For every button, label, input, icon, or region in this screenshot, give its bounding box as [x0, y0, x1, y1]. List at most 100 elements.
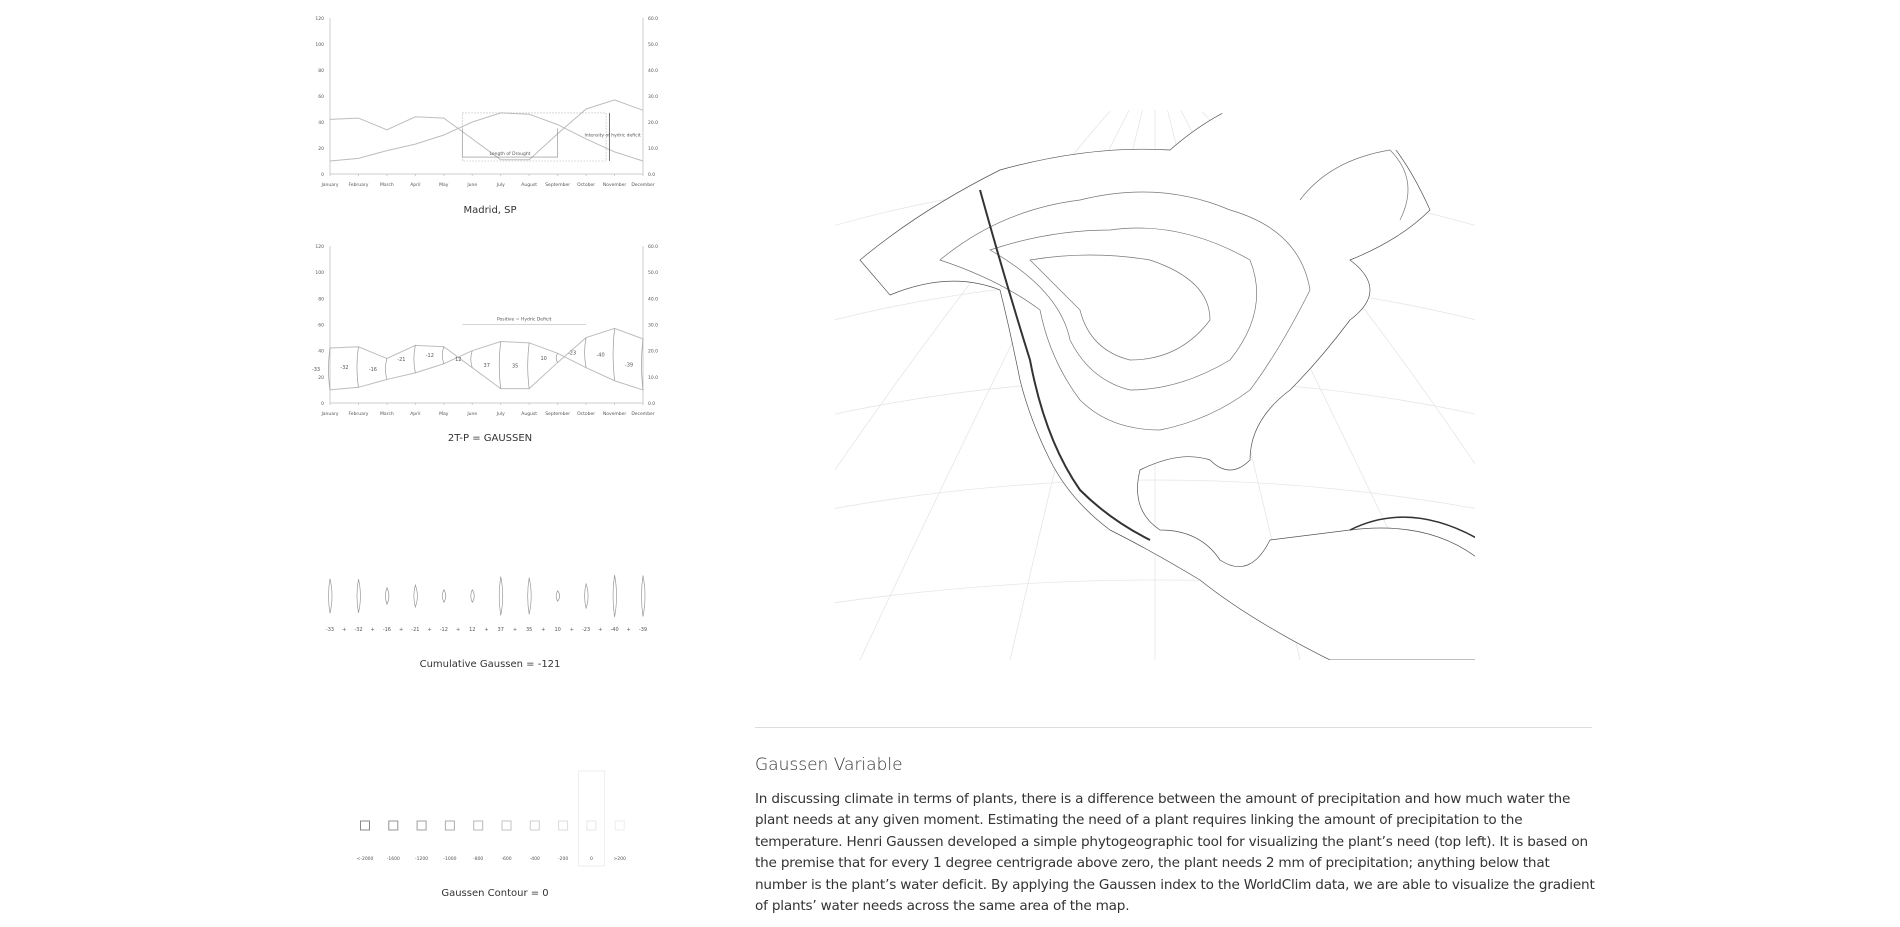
- right-tick-label: 50.0: [648, 42, 658, 48]
- month-label: June: [466, 411, 477, 417]
- contour-swatch: [586, 820, 597, 831]
- gaussen-ribbon-edge: [584, 337, 587, 368]
- month-label: April: [410, 182, 420, 188]
- gaussen-month-shape: [612, 574, 617, 618]
- chart-title-madrid: Madrid, SP: [463, 205, 517, 216]
- month-label: June: [466, 182, 477, 188]
- chart-title-contour: Gaussen Contour = 0: [441, 888, 549, 899]
- month-label: September: [545, 411, 570, 417]
- right-tick-label: 30.0: [648, 323, 658, 329]
- month-label: December: [631, 411, 654, 417]
- contour-label: -1200: [415, 856, 428, 862]
- gaussen-value-label: -40: [596, 353, 604, 359]
- gaussen-month-value: 35: [526, 627, 532, 633]
- plus-operator: +: [541, 627, 545, 633]
- left-tick-label: 0: [321, 172, 324, 178]
- gaussen-month-shape: [356, 579, 361, 613]
- gaussen-value-label: -21: [397, 357, 405, 363]
- continent-contours: [859, 110, 1475, 660]
- contour-label: 0: [590, 856, 593, 862]
- right-tick-label: 0.0: [648, 172, 655, 178]
- left-tick-label: 60: [318, 323, 324, 329]
- gaussen-value-label: 37: [484, 363, 490, 369]
- right-tick-label: 10.0: [648, 146, 658, 152]
- gaussen-value-label: -32: [340, 365, 348, 371]
- gaussen-diagrams: 0204060801001200.010.020.030.040.050.060…: [312, 16, 658, 867]
- gaussen-month-shape: [470, 588, 475, 604]
- article-heading: Gaussen Variable: [755, 755, 903, 775]
- gaussen-value-label: 12: [455, 357, 461, 363]
- annotation-intensity: Intensity of hydric deficit: [584, 132, 640, 138]
- gaussen-value-label: 10: [540, 356, 546, 362]
- contour-label: -400: [530, 856, 540, 862]
- month-label: November: [603, 411, 627, 417]
- plus-operator: +: [456, 627, 460, 633]
- gaussen-ribbon-edge: [498, 341, 502, 389]
- month-label: May: [439, 182, 449, 188]
- right-tick-label: 50.0: [648, 270, 658, 276]
- gaussen-ribbon-edge: [356, 346, 359, 388]
- month-label: January: [320, 411, 338, 417]
- drought-length-bracket: [461, 128, 558, 158]
- plus-operator: +: [371, 627, 375, 633]
- annotation-length-of-drought: Length of Drought: [489, 151, 530, 157]
- month-label: August: [521, 411, 537, 417]
- month-label: January: [320, 182, 338, 188]
- gaussen-month-value: 10: [554, 627, 560, 633]
- left-tick-label: 80: [318, 68, 324, 74]
- contour-swatch: [388, 820, 399, 831]
- right-tick-label: 0.0: [648, 401, 655, 407]
- contour-swatch: [360, 820, 370, 831]
- gaussen-month-shape: [527, 577, 532, 615]
- right-tick-label: 40.0: [648, 68, 658, 74]
- gaussen-value-label: -16: [369, 367, 377, 373]
- month-label: August: [521, 182, 537, 188]
- gaussen-month-value: 37: [498, 627, 504, 633]
- north-america-contour-map: [835, 110, 1475, 660]
- plus-operator: +: [399, 627, 403, 633]
- gaussen-month-value: -39: [639, 627, 647, 633]
- gaussen-month-value: -33: [326, 627, 334, 633]
- gaussen-ribbon-edge: [641, 338, 644, 390]
- gaussen-month-shape: [413, 583, 418, 609]
- chart-title-cumulative: Cumulative Gaussen = -121: [419, 659, 561, 670]
- gaussen-ribbon-edge: [612, 328, 615, 381]
- month-label: February: [348, 182, 368, 188]
- plus-operator: +: [513, 627, 517, 633]
- gaussen-month-shape: [584, 582, 589, 610]
- left-tick-label: 40: [318, 349, 324, 355]
- temperature-2t-line: [329, 341, 644, 391]
- gaussen-ribbon-edge: [385, 358, 388, 380]
- month-label: April: [410, 411, 420, 417]
- month-label: November: [603, 182, 627, 188]
- right-tick-label: 20.0: [648, 349, 658, 355]
- contour-label: -600: [501, 856, 511, 862]
- month-label: July: [496, 182, 505, 188]
- left-tick-label: 100: [315, 270, 324, 276]
- gaussen-ribbon-edge: [555, 353, 558, 363]
- gaussen-month-value: -16: [383, 627, 391, 633]
- highlighted-contour-frame: [577, 770, 605, 867]
- month-label: March: [380, 411, 394, 417]
- gaussen-month-value: 12: [469, 627, 475, 633]
- temperature-line: [329, 112, 644, 162]
- month-label: July: [496, 411, 505, 417]
- contour-swatch: [558, 820, 569, 831]
- left-tick-label: 0: [321, 401, 324, 407]
- month-label: December: [631, 182, 654, 188]
- contour-label: -800: [473, 856, 483, 862]
- plus-operator: +: [570, 627, 574, 633]
- plus-operator: +: [342, 627, 346, 633]
- contour-swatch: [416, 820, 427, 831]
- gaussen-ribbon-edge: [413, 345, 416, 373]
- month-label: September: [545, 182, 570, 188]
- gaussen-value-label: -33: [312, 367, 320, 373]
- chart-title-gaussen: 2T-P = GAUSSEN: [447, 433, 533, 444]
- gaussen-value-label: -39: [625, 362, 633, 368]
- month-label: October: [577, 182, 595, 188]
- gaussen-ribbon-edge: [328, 348, 331, 390]
- gaussen-ribbon-edge: [527, 342, 530, 389]
- month-label: October: [577, 411, 595, 417]
- right-tick-label: 60.0: [648, 16, 658, 22]
- plus-operator: +: [484, 627, 488, 633]
